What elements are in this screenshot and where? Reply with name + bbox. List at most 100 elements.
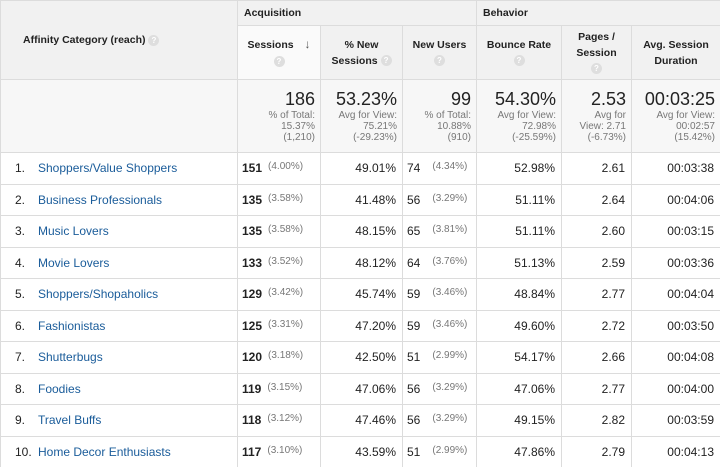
new-users-value: 74 — [407, 161, 421, 176]
table-row: 3. Music Lovers 135 (3.58%) 48.15% 65 (3.… — [0, 215, 720, 248]
sessions-value: 135 — [242, 192, 263, 207]
row-index: 4. — [15, 255, 26, 270]
totals-sessions: 186 % of Total: 15.37% (1,210) — [237, 79, 321, 153]
new-users-cell: 59 (3.46%) — [402, 278, 477, 311]
category-cell: 5. Shoppers/Shopaholics — [0, 278, 238, 311]
new-users-cell: 74 (4.34%) — [402, 152, 477, 185]
bounce-cell: 51.11% — [476, 215, 562, 248]
new-users-share: (2.99%) — [432, 350, 468, 362]
totals-new-users: 99 % of Total: 10.88% (910) — [402, 79, 477, 153]
pages-cell: 2.77 — [561, 278, 632, 311]
bounce-cell: 52.98% — [476, 152, 562, 185]
help-icon[interactable]: ? — [513, 55, 525, 67]
row-index: 1. — [15, 161, 26, 176]
sessions-column-header[interactable]: Sessions ↓ ? — [237, 25, 321, 80]
pages-cell: 2.77 — [561, 372, 632, 405]
category-cell: 7. Shutterbugs — [0, 341, 238, 374]
sessions-share: (3.58%) — [268, 224, 304, 236]
help-icon[interactable]: ? — [273, 55, 285, 67]
new-users-share: (3.46%) — [432, 318, 468, 330]
pages-header-line2: Session — [576, 46, 617, 59]
table-row: 5. Shoppers/Shopaholics 129 (3.42%) 45.74… — [0, 278, 720, 311]
new-users-cell: 56 (3.29%) — [402, 404, 477, 437]
new-users-cell: 65 (3.81%) — [402, 215, 477, 248]
new-users-cell: 59 (3.46%) — [402, 309, 477, 342]
row-index: 2. — [15, 192, 26, 207]
pct-new-cell: 45.74% — [320, 278, 403, 311]
category-link[interactable]: Foodies — [38, 381, 81, 396]
category-link[interactable]: Movie Lovers — [38, 255, 110, 270]
pages-header-line1: Pages / — [578, 30, 615, 43]
table-row: 10. Home Decor Enthusiasts 117 (3.10%) 43… — [0, 435, 720, 467]
new-users-value: 59 — [407, 318, 421, 333]
sessions-header-label: Sessions — [247, 39, 294, 51]
sessions-cell: 120 (3.18%) — [237, 341, 321, 374]
sessions-cell: 118 (3.12%) — [237, 404, 321, 437]
duration-header-line2: Duration — [654, 54, 698, 67]
pages-cell: 2.59 — [561, 246, 632, 279]
sessions-value: 125 — [242, 318, 263, 333]
category-link[interactable]: Business Professionals — [38, 192, 163, 207]
sessions-cell: 117 (3.10%) — [237, 435, 321, 467]
pct-new-cell: 41.48% — [320, 183, 403, 216]
row-index: 6. — [15, 318, 26, 333]
duration-cell: 00:03:36 — [631, 246, 720, 279]
category-cell: 3. Music Lovers — [0, 215, 238, 248]
sessions-share: (3.10%) — [267, 444, 303, 456]
sessions-share: (3.31%) — [268, 318, 304, 330]
new-users-value: 65 — [407, 224, 421, 239]
bounce-cell: 51.13% — [476, 246, 562, 279]
avg-session-duration-column-header[interactable]: Avg. Session Duration — [631, 25, 720, 80]
pages-per-session-column-header[interactable]: Pages / Session ? — [561, 25, 632, 80]
sessions-share: (4.00%) — [268, 161, 304, 173]
pct-new-cell: 47.46% — [320, 404, 403, 437]
duration-cell: 00:03:59 — [631, 404, 720, 437]
row-index: 5. — [15, 287, 26, 302]
duration-cell: 00:03:15 — [631, 215, 720, 248]
bounce-cell: 48.84% — [476, 278, 562, 311]
pages-cell: 2.60 — [561, 215, 632, 248]
sessions-value: 151 — [242, 161, 263, 176]
new-users-value: 64 — [407, 255, 421, 270]
category-column-header[interactable]: Affinity Category (reach) ? — [0, 0, 238, 80]
table-row: 4. Movie Lovers 133 (3.52%) 48.12% 64 (3.… — [0, 246, 720, 279]
sessions-cell: 125 (3.31%) — [237, 309, 321, 342]
new-users-cell: 51 (2.99%) — [402, 435, 477, 467]
category-link[interactable]: Home Decor Enthusiasts — [38, 444, 171, 459]
help-icon[interactable]: ? — [591, 63, 602, 75]
new-users-share: (3.29%) — [432, 381, 468, 393]
sessions-cell: 119 (3.15%) — [237, 372, 321, 405]
pct-new-sessions-column-header[interactable]: % New Sessions ? — [320, 25, 403, 80]
new-users-column-header[interactable]: New Users ? — [402, 25, 477, 80]
sort-descending-icon[interactable]: ↓ — [304, 37, 311, 51]
help-icon[interactable]: ? — [148, 34, 160, 46]
sessions-cell: 151 (4.00%) — [237, 152, 321, 185]
category-link[interactable]: Travel Buffs — [38, 413, 102, 428]
category-link[interactable]: Shoppers/Shopaholics — [38, 287, 159, 302]
help-icon[interactable]: ? — [380, 55, 392, 67]
category-link[interactable]: Fashionistas — [38, 318, 106, 333]
sessions-share: (3.18%) — [268, 350, 304, 362]
row-index: 3. — [15, 224, 26, 239]
help-icon[interactable]: ? — [434, 55, 445, 67]
pct-new-cell: 43.59% — [320, 435, 403, 467]
category-link[interactable]: Shutterbugs — [38, 350, 103, 365]
sessions-cell: 129 (3.42%) — [237, 278, 321, 311]
bounce-rate-column-header[interactable]: Bounce Rate ? — [476, 25, 562, 80]
table-row: 9. Travel Buffs 118 (3.12%) 47.46% 56 (3.… — [0, 404, 720, 437]
category-header-label: Affinity Category (reach) — [23, 34, 146, 46]
new-users-cell: 56 (3.29%) — [402, 183, 477, 216]
category-link[interactable]: Shoppers/Value Shoppers — [38, 161, 178, 176]
totals-pages: 2.53 Avg for View: 2.71 (-6.73%) — [561, 79, 632, 153]
sessions-share: (3.42%) — [268, 287, 304, 299]
table-row: 8. Foodies 119 (3.15%) 47.06% 56 (3.29%) … — [0, 372, 720, 405]
category-link[interactable]: Music Lovers — [38, 224, 109, 239]
bounce-header-label: Bounce Rate — [486, 38, 552, 51]
sessions-value: 117 — [242, 444, 262, 459]
row-index: 8. — [15, 381, 26, 396]
new-users-value: 56 — [407, 192, 421, 207]
table-row: 2. Business Professionals 135 (3.58%) 41.… — [0, 183, 720, 216]
sessions-value: 118 — [242, 413, 262, 428]
totals-label-cell — [0, 79, 238, 153]
